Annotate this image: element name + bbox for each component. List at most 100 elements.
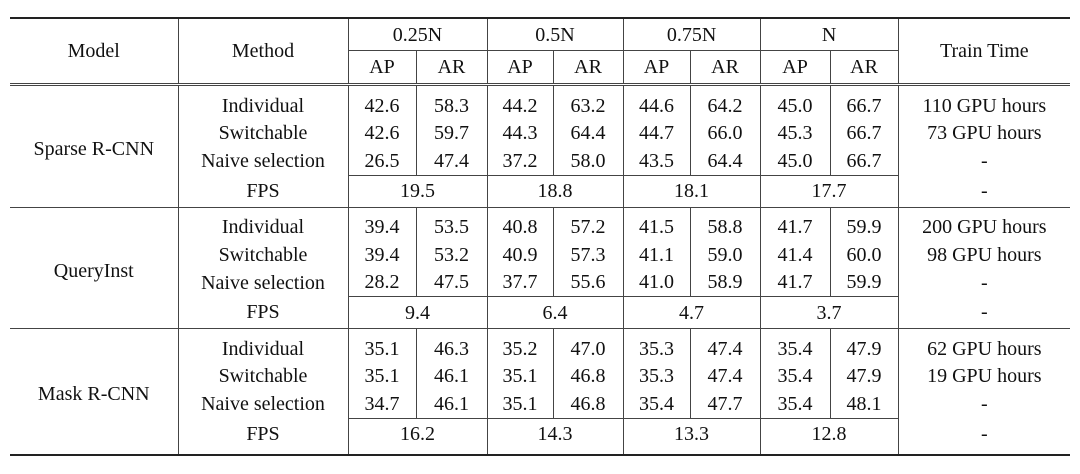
metric-value: 58.0	[552, 147, 624, 175]
metric-value: 47.4	[415, 147, 488, 175]
metric-value: 46.1	[415, 390, 488, 418]
table-row: FPS 9.4 6.4 4.7 3.7-	[10, 296, 1071, 329]
metric-value: 43.5	[622, 147, 691, 175]
header-group: N	[759, 17, 899, 51]
metric-value: 35.4	[759, 362, 831, 390]
table-row: Switchable 39.4 53.2 40.9 57.3 41.1 59.0 41.4 60…	[10, 241, 1071, 269]
table-row: FPS 19.5 18.8 18.1 17.7-	[10, 174, 1071, 207]
header-metric: AP	[759, 50, 831, 85]
fps-value: 17.7	[759, 174, 899, 207]
metric-value: 35.3	[622, 362, 691, 390]
metric-value: 44.2	[486, 83, 554, 120]
header-metric: AP	[486, 50, 554, 85]
fps-value: 18.8	[486, 174, 624, 207]
table-row: Switchable 42.6 59.7 44.3 64.4 44.7 66.0 45.3 66…	[10, 119, 1071, 147]
metric-value: 53.5	[415, 206, 488, 241]
method-name: Individual	[177, 206, 348, 241]
metric-value: 41.4	[759, 241, 831, 269]
fps-value: 6.4	[486, 296, 624, 329]
metric-value: 66.0	[689, 119, 761, 147]
fps-value: 14.3	[486, 417, 624, 456]
fps-label: FPS	[177, 418, 348, 456]
metric-value: 47.4	[689, 328, 761, 363]
metric-value: 59.7	[415, 119, 488, 147]
header-train-time: Train Time	[897, 17, 1071, 85]
metric-value: 42.6	[347, 83, 416, 120]
metric-value: 58.9	[689, 268, 761, 297]
header-metric: AP	[622, 50, 691, 85]
metric-value: 35.1	[486, 390, 554, 418]
metric-value: 47.4	[689, 362, 761, 390]
train-time: 62 GPU hours	[897, 328, 1071, 363]
metric-value: 64.2	[689, 83, 761, 120]
model-name: QueryInst	[10, 206, 178, 329]
metric-value: 57.2	[552, 206, 624, 241]
fps-value: 19.5	[347, 174, 488, 207]
metric-value: 66.7	[829, 83, 899, 120]
metric-value: 53.2	[415, 241, 488, 269]
metric-value: 35.1	[347, 362, 416, 390]
metric-value: 66.7	[829, 147, 899, 175]
metric-value: 64.4	[689, 147, 761, 175]
metric-value: 46.8	[552, 362, 624, 390]
metric-value: 58.3	[415, 83, 488, 120]
metric-value: 44.3	[486, 119, 554, 147]
header-metric: AR	[552, 50, 624, 85]
fps-value: 4.7	[622, 296, 761, 329]
metric-value: 41.7	[759, 268, 831, 297]
metric-value: 46.3	[415, 328, 488, 363]
metric-value: 39.4	[347, 206, 416, 241]
metric-value: 35.4	[622, 390, 691, 418]
model-name: Sparse R-CNN	[10, 83, 178, 207]
metric-value: 42.6	[347, 119, 416, 147]
metric-value: 60.0	[829, 241, 899, 269]
metric-value: 45.0	[759, 147, 831, 175]
metric-value: 26.5	[347, 147, 416, 175]
metric-value: 41.5	[622, 206, 691, 241]
results-table: Model Method 0.25N 0.5N 0.75N N Train Time AP AR…	[10, 17, 1071, 456]
metric-value: 46.8	[552, 390, 624, 418]
method-name: Switchable	[177, 119, 348, 147]
metric-value: 41.7	[759, 206, 831, 241]
train-time: -	[897, 390, 1071, 418]
metric-value: 35.2	[486, 328, 554, 363]
header-metric: AR	[829, 50, 899, 85]
fps-value: 18.1	[622, 174, 761, 207]
header-model: Model	[10, 17, 178, 85]
metric-value: 47.7	[689, 390, 761, 418]
metric-value: 63.2	[552, 83, 624, 120]
metric-value: 35.3	[622, 328, 691, 363]
fps-value: 3.7	[759, 296, 899, 329]
header-group: 0.5N	[486, 17, 624, 51]
metric-value: 47.9	[829, 328, 899, 363]
fps-value: 12.8	[759, 417, 899, 456]
method-name: Naive selection	[177, 147, 348, 175]
metric-value: 66.7	[829, 119, 899, 147]
metric-value: 40.8	[486, 206, 554, 241]
train-time: 73 GPU hours	[897, 119, 1071, 147]
train-time: -	[897, 418, 1071, 456]
table-row: QueryInst Individual 39.4 53.5 40.8 57.2 41.5 5…	[10, 206, 1071, 329]
metric-value: 37.7	[486, 268, 554, 297]
metric-value: 55.6	[552, 268, 624, 297]
header-group: 0.75N	[622, 17, 761, 51]
table-row: AP AR AP AR AP AR AP AR	[10, 50, 1070, 85]
header-group: 0.25N	[347, 17, 488, 51]
metric-value: 47.0	[552, 328, 624, 363]
metric-value: 41.1	[622, 241, 691, 269]
metric-value: 45.3	[759, 119, 831, 147]
metric-value: 59.0	[689, 241, 761, 269]
train-time: -	[897, 147, 1071, 175]
method-name: Naive selection	[177, 268, 348, 297]
method-name: Switchable	[177, 241, 348, 269]
metric-value: 35.4	[759, 390, 831, 418]
metric-value: 45.0	[759, 83, 831, 120]
metric-value: 64.4	[552, 119, 624, 147]
table-row: Model Method 0.25N 0.5N 0.75N N Train Time	[10, 17, 1071, 85]
header-method: Method	[177, 17, 348, 85]
metric-value: 41.0	[622, 268, 691, 297]
model-name: Mask R-CNN	[10, 328, 178, 456]
method-name: Individual	[177, 328, 348, 363]
metric-value: 35.4	[759, 328, 831, 363]
